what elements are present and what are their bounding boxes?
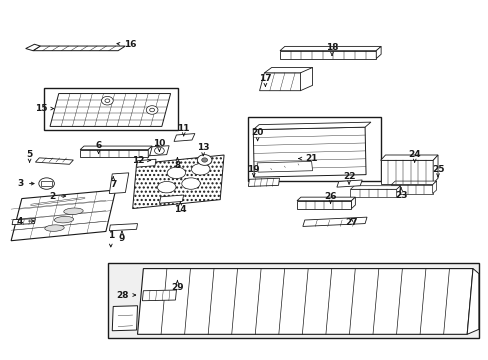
Circle shape bbox=[39, 178, 54, 189]
Polygon shape bbox=[296, 197, 355, 201]
Ellipse shape bbox=[157, 181, 176, 193]
Bar bbox=[390, 185, 432, 194]
Text: 29: 29 bbox=[171, 280, 183, 292]
Text: 13: 13 bbox=[197, 143, 209, 156]
Polygon shape bbox=[264, 67, 312, 73]
Polygon shape bbox=[26, 44, 40, 51]
Polygon shape bbox=[396, 186, 400, 197]
Polygon shape bbox=[466, 269, 478, 334]
Polygon shape bbox=[109, 224, 137, 231]
Polygon shape bbox=[159, 195, 183, 203]
Text: 14: 14 bbox=[174, 202, 186, 214]
Ellipse shape bbox=[45, 225, 64, 231]
Text: 4: 4 bbox=[17, 217, 34, 226]
Polygon shape bbox=[50, 94, 170, 126]
Polygon shape bbox=[174, 134, 195, 141]
Polygon shape bbox=[80, 146, 152, 150]
Polygon shape bbox=[336, 180, 362, 187]
Polygon shape bbox=[26, 196, 88, 208]
Polygon shape bbox=[390, 181, 436, 185]
Circle shape bbox=[105, 99, 110, 103]
Polygon shape bbox=[11, 190, 116, 241]
Ellipse shape bbox=[167, 167, 185, 179]
Bar bbox=[296, 201, 351, 208]
Text: 19: 19 bbox=[247, 165, 260, 177]
Text: 12: 12 bbox=[132, 156, 150, 165]
Polygon shape bbox=[136, 159, 156, 167]
Text: 24: 24 bbox=[407, 150, 420, 162]
Bar bbox=[44, 88, 178, 130]
Polygon shape bbox=[148, 146, 152, 157]
Polygon shape bbox=[302, 217, 366, 226]
Text: 9: 9 bbox=[119, 231, 125, 243]
Text: 11: 11 bbox=[177, 124, 189, 136]
Ellipse shape bbox=[191, 163, 209, 175]
Polygon shape bbox=[12, 219, 35, 225]
Ellipse shape bbox=[54, 216, 74, 223]
Ellipse shape bbox=[182, 178, 200, 189]
Polygon shape bbox=[350, 186, 400, 189]
Circle shape bbox=[102, 96, 113, 105]
Text: 8: 8 bbox=[174, 158, 180, 170]
Polygon shape bbox=[33, 46, 125, 51]
Polygon shape bbox=[137, 269, 472, 334]
Circle shape bbox=[201, 158, 207, 162]
Text: 22: 22 bbox=[342, 172, 355, 184]
Ellipse shape bbox=[63, 208, 83, 215]
Polygon shape bbox=[375, 46, 380, 59]
Polygon shape bbox=[432, 155, 437, 184]
Text: 3: 3 bbox=[18, 179, 34, 188]
Text: 2: 2 bbox=[49, 192, 65, 201]
Bar bbox=[380, 160, 432, 184]
Polygon shape bbox=[432, 181, 436, 194]
Text: 21: 21 bbox=[298, 154, 317, 163]
Text: 1: 1 bbox=[107, 231, 114, 247]
Text: 17: 17 bbox=[259, 74, 271, 86]
Text: 25: 25 bbox=[431, 165, 444, 177]
Bar bbox=[41, 181, 52, 186]
Polygon shape bbox=[280, 46, 380, 51]
Text: 20: 20 bbox=[251, 129, 264, 140]
Polygon shape bbox=[35, 158, 73, 164]
Polygon shape bbox=[380, 155, 437, 160]
Circle shape bbox=[146, 106, 158, 114]
Polygon shape bbox=[109, 173, 128, 194]
Text: 15: 15 bbox=[35, 104, 54, 113]
Bar bbox=[108, 263, 478, 338]
Polygon shape bbox=[132, 155, 224, 208]
Text: 5: 5 bbox=[26, 150, 33, 162]
Text: 18: 18 bbox=[325, 43, 338, 55]
Text: 26: 26 bbox=[324, 192, 336, 203]
Circle shape bbox=[149, 108, 154, 112]
Bar bbox=[248, 117, 380, 181]
Polygon shape bbox=[257, 161, 312, 172]
Text: 6: 6 bbox=[95, 141, 102, 153]
Text: 23: 23 bbox=[394, 188, 407, 200]
Polygon shape bbox=[300, 67, 312, 91]
Polygon shape bbox=[142, 290, 176, 301]
Polygon shape bbox=[248, 178, 279, 186]
Bar bbox=[80, 150, 148, 157]
Polygon shape bbox=[253, 122, 370, 130]
Text: 28: 28 bbox=[117, 291, 135, 300]
Text: 10: 10 bbox=[153, 139, 165, 151]
Text: 7: 7 bbox=[110, 177, 116, 189]
Bar bbox=[280, 51, 375, 59]
Circle shape bbox=[197, 155, 211, 165]
Circle shape bbox=[154, 147, 164, 154]
Polygon shape bbox=[259, 73, 305, 91]
Polygon shape bbox=[149, 146, 169, 156]
Polygon shape bbox=[112, 306, 137, 331]
Bar bbox=[350, 189, 396, 197]
Text: 16: 16 bbox=[117, 40, 136, 49]
Polygon shape bbox=[351, 197, 355, 208]
Polygon shape bbox=[253, 127, 366, 177]
Text: 27: 27 bbox=[345, 218, 357, 227]
